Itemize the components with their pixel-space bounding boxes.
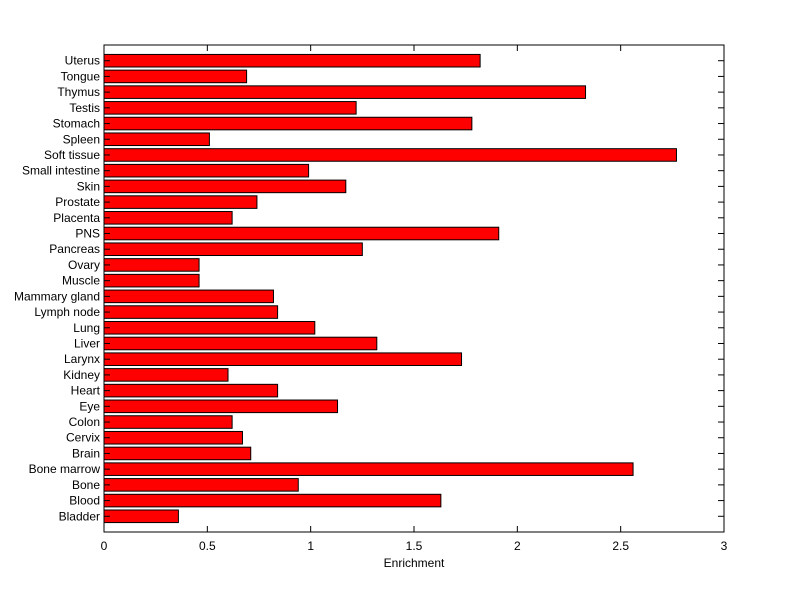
x-tick-label: 2	[514, 539, 521, 553]
y-tick-label: Prostate	[55, 195, 100, 209]
bar-kidney	[103, 368, 229, 382]
y-tick-label: Spleen	[63, 132, 100, 146]
y-tick-label: Thymus	[57, 85, 100, 99]
y-tick-label: Mammary gland	[14, 289, 100, 303]
y-tick-label: Brain	[72, 446, 100, 460]
bar-bone-marrow	[103, 462, 634, 476]
y-tick-label: Placenta	[53, 211, 100, 225]
y-tick-label: Bone	[72, 478, 100, 492]
bar-pancreas	[103, 242, 363, 257]
bar-uterus	[103, 53, 481, 68]
x-tick-label: 2.5	[612, 539, 629, 553]
bar-colon	[103, 415, 233, 429]
bar-liver	[103, 336, 378, 351]
bar-ovary	[103, 258, 200, 272]
y-tick-label: Small intestine	[22, 164, 100, 178]
x-tick-label: 0.5	[199, 539, 216, 553]
bar-blood	[103, 493, 442, 508]
bar-spleen	[103, 132, 210, 147]
y-tick-label: Tongue	[61, 69, 101, 83]
y-tick-label: Kidney	[63, 368, 100, 382]
y-tick-label: Bladder	[59, 509, 100, 523]
bar-pns	[103, 226, 500, 241]
bar-stomach	[103, 116, 473, 131]
y-tick-label: Stomach	[53, 117, 100, 131]
bar-lung	[103, 320, 316, 335]
y-tick-label: Eye	[79, 399, 100, 413]
bar-thymus	[103, 85, 587, 99]
x-tick-label: 1.5	[406, 539, 423, 553]
x-axis-label: Enrichment	[384, 556, 445, 570]
y-tick-label: Muscle	[62, 274, 100, 288]
bar-soft-tissue	[103, 148, 677, 162]
y-tick-label: PNS	[75, 227, 100, 241]
y-tick-label: Testis	[69, 101, 100, 115]
y-tick-label: Uterus	[65, 54, 100, 68]
bar-lymph-node	[103, 305, 279, 319]
y-tick-label: Larynx	[64, 352, 100, 366]
bar-skin	[103, 179, 347, 194]
bar-testis	[103, 101, 357, 115]
y-tick-label: Cervix	[66, 431, 100, 445]
bar-brain	[103, 446, 252, 461]
bar-muscle	[103, 273, 200, 288]
y-tick-label: Lymph node	[34, 305, 100, 319]
bar-prostate	[103, 195, 258, 209]
y-tick-label: Lung	[73, 321, 100, 335]
bar-eye	[103, 399, 339, 414]
bar-heart	[103, 383, 279, 398]
bar-mammary-gland	[103, 289, 274, 304]
x-tick-label: 3	[721, 539, 728, 553]
x-tick-label: 0	[101, 539, 108, 553]
bar-tongue	[103, 69, 248, 84]
bar-placenta	[103, 211, 233, 225]
bar-small-intestine	[103, 163, 310, 178]
y-tick-label: Ovary	[68, 258, 100, 272]
y-tick-label: Soft tissue	[44, 148, 100, 162]
x-tick-label: 1	[307, 539, 314, 553]
y-tick-label: Blood	[69, 494, 100, 508]
bar-bone	[103, 478, 299, 492]
y-tick-label: Skin	[77, 179, 100, 193]
bars-group	[103, 53, 677, 524]
y-tick-label: Heart	[71, 384, 101, 398]
bar-cervix	[103, 430, 243, 445]
bar-larynx	[103, 352, 463, 366]
y-tick-label: Pancreas	[49, 242, 100, 256]
bar-bladder	[103, 509, 179, 524]
y-tick-label: Bone marrow	[29, 462, 101, 476]
y-tick-label: Liver	[74, 336, 100, 350]
y-tick-label: Colon	[69, 415, 100, 429]
